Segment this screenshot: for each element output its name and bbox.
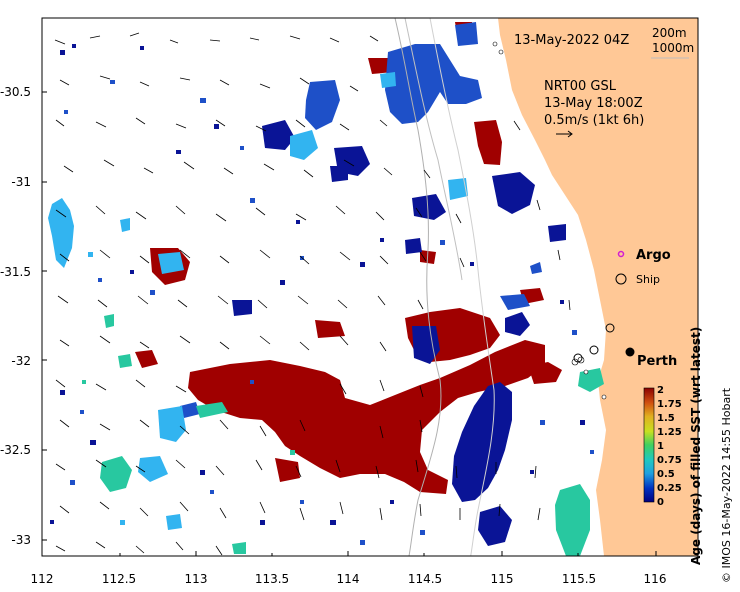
scale-arrow (556, 130, 573, 138)
vector-scale-label: 0.5m/s (1kt 6h) (544, 113, 644, 128)
ship-label: Ship (636, 273, 660, 286)
x-axis-labels: 112 112.5 113 113.5 114 114.5 115 115.5 … (31, 572, 667, 586)
colorbar-tick: 1.25 (657, 427, 682, 438)
contour-1000-label: 1000m (652, 41, 694, 55)
plot-frame (41, 17, 699, 557)
colorbar-tick: 0.25 (657, 483, 682, 494)
x-tick-label: 115.5 (562, 572, 596, 586)
colorbar-tick: 2 (657, 385, 664, 396)
colorbar (643, 387, 655, 503)
x-tick-label: 113.5 (255, 572, 289, 586)
model-time-label: 13-May 18:00Z (544, 96, 643, 111)
axis-ticks (41, 91, 657, 556)
x-tick-label: 112.5 (102, 572, 136, 586)
bathymetry-contours (394, 18, 495, 556)
y-tick-label: -32 (11, 354, 31, 368)
y-tick-label: -32.5 (0, 443, 31, 457)
argo-label: Argo (636, 248, 671, 263)
contour-200-label: 200m (652, 26, 687, 40)
sst-specks (50, 44, 594, 545)
y-tick-label: -30.5 (0, 85, 31, 99)
datetime-label: 13-May-2022 04Z (514, 33, 629, 48)
argo-marker-icon (617, 250, 625, 258)
colorbar-tick: 1 (657, 441, 664, 452)
model-label: NRT00 GSL (544, 79, 617, 94)
y-tick-label: -31 (11, 175, 31, 189)
x-tick-label: 113 (185, 572, 208, 586)
ship-marker-icon (615, 273, 627, 285)
y-axis-labels: -30.5 -31 -31.5 -32 -32.5 -33 (0, 85, 31, 547)
current-vectors (54, 32, 571, 556)
perth-marker (625, 347, 635, 357)
credit-label: © IMOS 16-May-2022 14:55 Hobart (720, 387, 733, 583)
perth-label: Perth (637, 354, 677, 369)
x-tick-label: 112 (31, 572, 54, 586)
colorbar-tick: 1.75 (657, 399, 682, 410)
sst-patches (48, 22, 604, 556)
colorbar-tick: 0.5 (657, 469, 675, 480)
ship-markers (573, 323, 615, 363)
y-tick-label: -33 (11, 533, 31, 547)
colorbar-tick: 1.5 (657, 413, 675, 424)
x-tick-label: 114.5 (408, 572, 442, 586)
x-tick-label: 114 (337, 572, 360, 586)
x-tick-label: 115 (491, 572, 514, 586)
x-tick-label: 116 (644, 572, 667, 586)
colorbar-ticks: 2 1.75 1.5 1.25 1 0.75 0.5 0.25 0 (657, 385, 682, 508)
colorbar-label: Age (days) of filled SST (wrt latest) (689, 327, 703, 565)
y-tick-label: -31.5 (0, 265, 31, 279)
colorbar-tick: 0 (657, 497, 664, 508)
coast-islands (492, 41, 607, 400)
colorbar-tick: 0.75 (657, 455, 682, 466)
